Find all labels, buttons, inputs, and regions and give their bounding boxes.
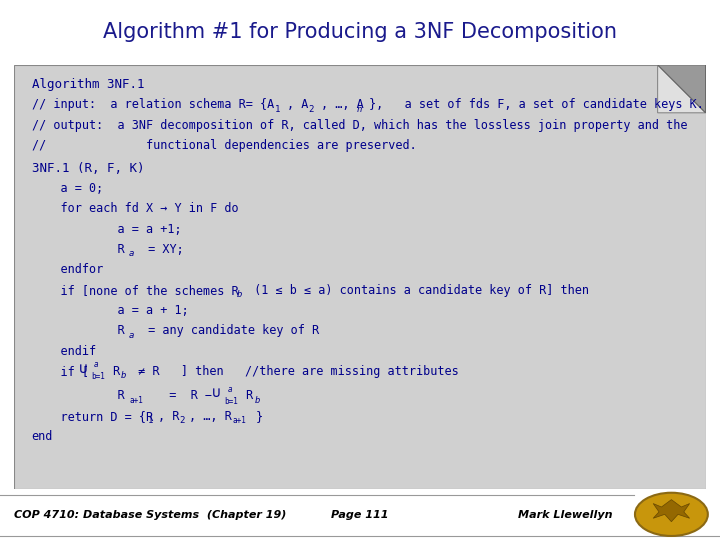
Text: for each fd X → Y in F do: for each fd X → Y in F do [32, 202, 238, 215]
Text: endfor: endfor [32, 264, 103, 276]
Text: return D = {R: return D = {R [32, 410, 153, 423]
Text: a = a +1;: a = a +1; [32, 222, 181, 235]
Text: 1: 1 [148, 416, 153, 425]
Text: Algorithm #1 for Producing a 3NF Decomposition: Algorithm #1 for Producing a 3NF Decompo… [103, 22, 617, 43]
Text: b: b [237, 290, 243, 299]
Text: 2: 2 [308, 105, 313, 114]
Text: ≠ R   ] then   //there are missing attributes: ≠ R ] then //there are missing attribute… [131, 365, 459, 378]
Text: R: R [112, 365, 119, 378]
Text: 2: 2 [179, 416, 184, 425]
Text: R: R [32, 389, 125, 402]
Text: COP 4710: Database Systems  (Chapter 19): COP 4710: Database Systems (Chapter 19) [14, 510, 287, 521]
Text: //              functional dependencies are preserved.: // functional dependencies are preserved… [32, 139, 416, 152]
Text: n: n [356, 105, 362, 114]
Text: // output:  a 3NF decomposition of R, called D, which has the lossless join prop: // output: a 3NF decomposition of R, cal… [32, 119, 687, 132]
Text: if [: if [ [32, 365, 89, 378]
Text: a: a [129, 330, 135, 340]
Text: = any candidate key of R: = any candidate key of R [141, 325, 319, 338]
Text: Page 111: Page 111 [331, 510, 389, 521]
Text: ∪: ∪ [78, 361, 87, 376]
Text: (1 ≤ b ≤ a) contains a candidate key of R] then: (1 ≤ b ≤ a) contains a candidate key of … [248, 284, 590, 296]
Text: if [none of the schemes R: if [none of the schemes R [32, 284, 238, 296]
Text: R: R [32, 243, 125, 256]
Text: },   a set of fds F, a set of candidate keys K.: }, a set of fds F, a set of candidate ke… [369, 98, 704, 111]
Text: =  R −: = R − [156, 389, 212, 402]
Text: b=1: b=1 [91, 372, 105, 381]
Text: = XY;: = XY; [141, 243, 184, 256]
Text: , …, A: , …, A [320, 98, 364, 111]
Text: a+1: a+1 [129, 396, 143, 405]
Text: , A: , A [287, 98, 309, 111]
Text: Mark Llewellyn: Mark Llewellyn [518, 510, 613, 521]
Text: endif: endif [32, 345, 96, 357]
Polygon shape [657, 65, 706, 113]
Text: b: b [254, 396, 260, 405]
Text: a = a + 1;: a = a + 1; [32, 304, 189, 317]
Text: }: } [256, 410, 263, 423]
Text: a: a [129, 249, 135, 258]
Text: ∪: ∪ [212, 386, 221, 400]
Text: // input:  a relation schema R= {A: // input: a relation schema R= {A [32, 98, 274, 111]
Text: 3NF.1 (R, F, K): 3NF.1 (R, F, K) [32, 161, 144, 174]
Text: , …, R: , …, R [189, 410, 232, 423]
Text: a: a [228, 385, 232, 394]
Polygon shape [653, 500, 690, 522]
Text: R: R [246, 389, 253, 402]
Text: a+1: a+1 [232, 416, 246, 425]
Text: b=1: b=1 [225, 397, 238, 406]
Text: b: b [121, 372, 126, 380]
Text: , R: , R [158, 410, 179, 423]
Text: end: end [32, 430, 53, 443]
Text: 1: 1 [275, 105, 280, 114]
Text: a: a [94, 360, 99, 369]
Circle shape [635, 492, 708, 536]
Text: R: R [32, 325, 125, 338]
Polygon shape [657, 65, 706, 113]
Text: Algorithm 3NF.1: Algorithm 3NF.1 [32, 78, 144, 91]
Text: a = 0;: a = 0; [32, 182, 103, 195]
